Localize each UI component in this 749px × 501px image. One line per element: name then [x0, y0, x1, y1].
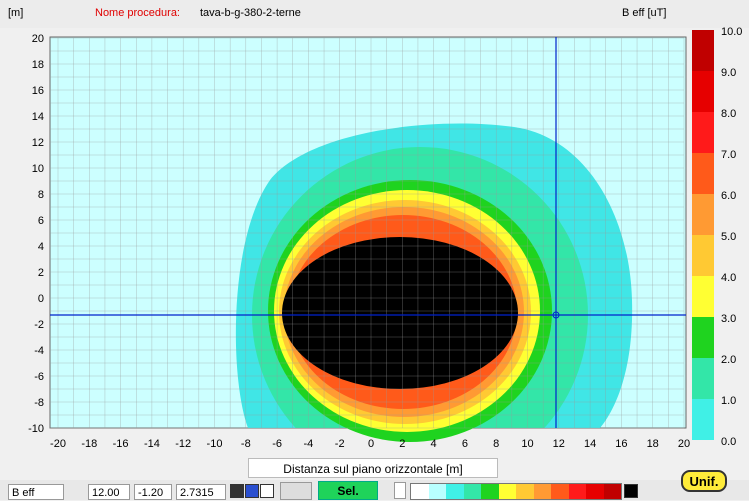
procedure-label: Nome procedura:: [95, 7, 180, 19]
procedure-name: tava-b-g-380-2-terne: [200, 7, 301, 19]
legend-label: 5.0: [721, 231, 736, 243]
swatch[interactable]: [498, 484, 516, 499]
x-tick-label: 4: [431, 438, 437, 450]
swatch[interactable]: [586, 484, 604, 499]
field-plot[interactable]: -20 -18 -16 -14 -12 -10 -8 -6 -4 -2 0 2 4 6 8 10 12 14 16 1…: [0, 0, 749, 480]
legend-band: [692, 235, 714, 276]
square-tool-icon[interactable]: [230, 484, 244, 498]
x-tick-label: -8: [241, 438, 251, 450]
y-tick-label: 18: [32, 59, 44, 71]
grid-lines: [50, 37, 685, 429]
legend-band: [692, 399, 714, 440]
x-tick-label: 10: [521, 438, 533, 450]
x-tick-label: 6: [462, 438, 468, 450]
mode-field[interactable]: B eff: [8, 484, 64, 500]
y-coordinate-field[interactable]: -1.20: [134, 484, 172, 500]
y-tick-label: 8: [38, 189, 44, 201]
swatch[interactable]: [551, 484, 569, 499]
swatch[interactable]: [481, 484, 499, 499]
x-tick-label: -14: [144, 438, 160, 450]
swatch[interactable]: [603, 484, 621, 499]
contour-layers: [235, 123, 633, 442]
unif-button[interactable]: Unif.: [681, 470, 727, 492]
legend-label: 0.0: [721, 436, 736, 448]
x-tick-label: -20: [50, 438, 66, 450]
legend-title: B eff [uT]: [622, 7, 667, 19]
x-tick-labels: -20 -18 -16 -14 -12 -10 -8 -6 -4 -2 0 2 4 6 8 10 12 14 16 1…: [50, 438, 690, 450]
x-tick-label: -6: [272, 438, 282, 450]
x-tick-label: 14: [584, 438, 596, 450]
legend-label: 2.0: [721, 354, 736, 366]
y-tick-label: 4: [38, 241, 44, 253]
x-tick-label: 2: [399, 438, 405, 450]
y-tick-label: 2: [38, 267, 44, 279]
x-tick-label: 20: [678, 438, 690, 450]
x-tick-label: 0: [368, 438, 374, 450]
y-tick-label: 20: [32, 33, 44, 45]
swatch[interactable]: [446, 484, 464, 499]
3d-view-icon[interactable]: [280, 482, 312, 500]
header: [m] Nome procedura: tava-b-g-380-2-terne…: [0, 0, 749, 28]
swatch[interactable]: [533, 484, 551, 499]
swatch[interactable]: [428, 484, 446, 499]
swatch[interactable]: [516, 484, 534, 499]
swatch[interactable]: [463, 484, 481, 499]
select-button[interactable]: Sel.: [318, 481, 378, 500]
x-tick-label: 18: [647, 438, 659, 450]
legend-label: 9.0: [721, 67, 736, 79]
x-tick-label: -4: [304, 438, 314, 450]
x-tick-label: -16: [113, 438, 129, 450]
contour-core: [282, 237, 518, 389]
y-tick-label: -8: [34, 397, 44, 409]
y-tick-label: -2: [34, 319, 44, 331]
legend-label: 1.0: [721, 395, 736, 407]
legend-band: [692, 153, 714, 194]
x-tick-label: -12: [175, 438, 191, 450]
legend-band: [692, 194, 714, 235]
swatch[interactable]: [568, 484, 586, 499]
slider-handle[interactable]: [394, 482, 406, 499]
x-tick-label: -18: [81, 438, 97, 450]
cursor-marker: [552, 311, 560, 319]
y-tick-label: 6: [38, 215, 44, 227]
x-tick-label: -2: [335, 438, 345, 450]
legend-band: [692, 71, 714, 112]
y-tick-label: 10: [32, 163, 44, 175]
b-value-field[interactable]: 2.7315: [176, 484, 226, 500]
legend-label: 3.0: [721, 313, 736, 325]
x-tick-label: 8: [493, 438, 499, 450]
legend-label: 6.0: [721, 190, 736, 202]
legend-band: [692, 358, 714, 399]
y-unit-label: [m]: [8, 7, 24, 19]
x-coordinate-field[interactable]: 12.00: [88, 484, 130, 500]
legend-band: [692, 276, 714, 317]
legend-label: 10.0: [721, 26, 742, 38]
y-tick-label: -4: [34, 345, 44, 357]
color-legend: 10.0 9.0 8.0 7.0 6.0 5.0 4.0 3.0 2.0 1.0 0.0: [692, 26, 742, 448]
y-tick-label: 16: [32, 85, 44, 97]
x-tick-label: 16: [615, 438, 627, 450]
y-tick-label: 12: [32, 137, 44, 149]
legend-label: 7.0: [721, 149, 736, 161]
y-tick-label: -6: [34, 371, 44, 383]
black-swatch[interactable]: [624, 484, 638, 498]
legend-band: [692, 112, 714, 153]
color-swatch-strip[interactable]: [410, 483, 622, 500]
legend-label: 4.0: [721, 272, 736, 284]
lock-icon[interactable]: [260, 484, 274, 498]
swatch[interactable]: [411, 484, 429, 499]
legend-band: [692, 30, 714, 71]
y-tick-label: -10: [28, 423, 44, 435]
legend-band: [692, 317, 714, 358]
x-tick-label: 12: [553, 438, 565, 450]
y-tick-label: 14: [32, 111, 44, 123]
y-tick-label: 0: [38, 293, 44, 305]
x-axis-label: Distanza sul piano orizzontale [m]: [248, 458, 498, 478]
legend-label: 8.0: [721, 108, 736, 120]
x-tick-label: -10: [207, 438, 223, 450]
crosshair-tool-icon[interactable]: [245, 484, 259, 498]
